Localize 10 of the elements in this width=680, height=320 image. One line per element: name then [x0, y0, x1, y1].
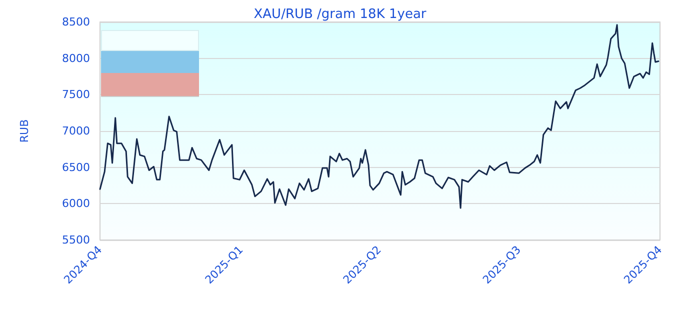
y-tick-label: 6500	[62, 160, 90, 174]
y-axis-title: RUB	[18, 119, 31, 143]
y-tick-label: 8500	[62, 16, 90, 28]
y-tick-label: 8000	[62, 52, 90, 65]
y-tick-label: 5500	[62, 234, 90, 246]
line-series	[99, 24, 660, 209]
y-tick-label: 7500	[62, 88, 90, 102]
y-tick-label: 7000	[62, 124, 90, 138]
chart-title: XAU/RUB /gram 18K 1year	[254, 7, 427, 22]
y-tick-label: 6000	[62, 197, 90, 210]
